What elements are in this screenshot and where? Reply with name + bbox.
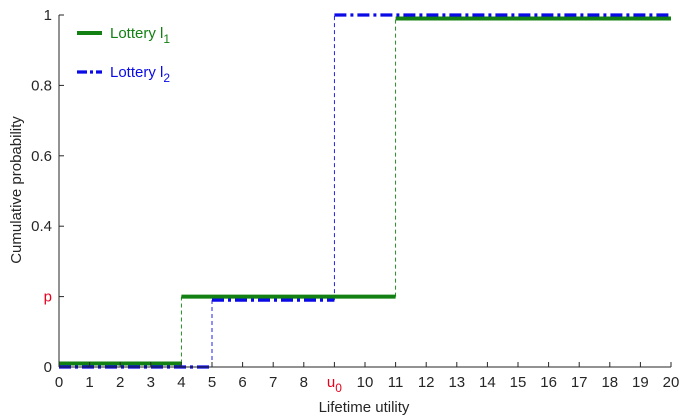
y-tick-label: 0.4 [31,218,52,235]
legend-label: Lottery l2 [110,64,170,85]
x-tick-label: 3 [147,374,155,391]
x-tick-label: 5 [208,374,216,391]
y-tick-label: 0.6 [31,148,52,165]
x-tick-label: 2 [116,374,124,391]
legend: Lottery l1 Lottery l2 [77,25,170,85]
x-tick-label: 12 [418,374,435,391]
x-tick-label: 0 [55,374,63,391]
x-tick-label: 1 [85,374,93,391]
y-tick-label: 0.8 [31,77,52,94]
x-tick-label: 14 [479,374,496,391]
step-connectors [180,15,397,367]
y-tick-label: p [44,289,52,306]
x-tick-label: 18 [601,374,618,391]
x-tick-label: 15 [510,374,527,391]
y-tick-label: 0 [44,359,52,376]
x-tick-label: 8 [300,374,308,391]
x-tick-label: 7 [269,374,277,391]
x-tick-label: 16 [540,374,557,391]
x-tick-label: 13 [448,374,465,391]
y-axis-ticks: 0 p 0.4 0.6 0.8 1 [31,7,64,376]
x-tick-label: 11 [388,374,404,391]
x-tick-label: 19 [632,374,649,391]
x-tick-label: 10 [357,374,374,391]
y-axis-label: Cumulative probability [8,116,25,264]
x-tick-label: 20 [663,374,680,391]
legend-label: Lottery l1 [110,25,170,46]
x-tick-label: u0 [327,374,342,395]
plot-area: 0 1 2 3 4 5 6 7 8 u0 10 11 12 13 14 15 16 17 18 19 20 0p0.40… [31,7,679,395]
y-tick-label: 1 [44,7,52,24]
x-tick-label: 17 [571,374,588,391]
x-tick-label: 4 [177,374,185,391]
x-axis-label: Lifetime utility [319,399,410,416]
x-tick-label: 6 [238,374,246,391]
axes-frame [59,15,671,367]
